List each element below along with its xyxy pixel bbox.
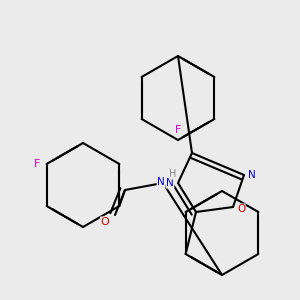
Text: O: O bbox=[237, 204, 245, 214]
Text: N: N bbox=[166, 178, 174, 188]
Text: O: O bbox=[100, 217, 109, 227]
Text: N: N bbox=[157, 177, 165, 187]
Text: H: H bbox=[169, 169, 177, 179]
Text: N: N bbox=[248, 170, 256, 180]
Text: F: F bbox=[175, 125, 181, 135]
Text: F: F bbox=[33, 159, 40, 169]
